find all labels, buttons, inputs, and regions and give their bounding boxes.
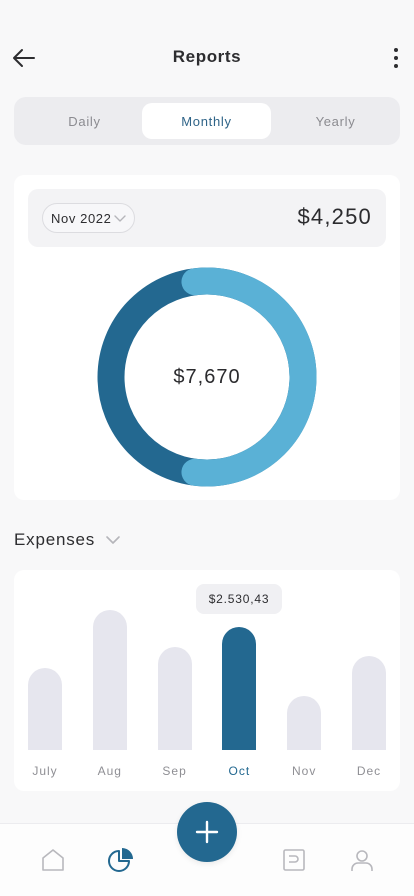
back-button[interactable]: [8, 42, 40, 74]
donut-segment-light: [181, 267, 317, 487]
expenses-title: Expenses: [14, 530, 96, 549]
home-icon: [42, 849, 64, 871]
bar-dec[interactable]: [352, 656, 386, 750]
month-dropdown[interactable]: Nov 2022: [42, 203, 135, 233]
tab-home[interactable]: [37, 844, 69, 876]
chevron-down-icon: [114, 215, 126, 222]
month-dropdown-label: Nov 2022: [51, 210, 112, 226]
more-vertical-icon: [394, 48, 398, 52]
bar-label-oct: Oct: [228, 764, 251, 778]
donut-chart: [97, 267, 317, 487]
tab-reports[interactable]: [105, 844, 137, 876]
profile-icon: [351, 850, 373, 871]
bar-july[interactable]: [28, 668, 62, 750]
arrow-left-icon: [13, 49, 35, 67]
donut-center-value: $7,670: [173, 365, 241, 388]
total-amount: $4,250: [297, 204, 372, 229]
expenses-dropdown[interactable]: Expenses: [14, 530, 121, 550]
bar-label-nov: Nov: [292, 764, 317, 778]
wallet-icon: [283, 849, 305, 871]
add-icon: [195, 820, 219, 844]
bar-oct[interactable]: [222, 627, 257, 750]
tab-daily[interactable]: Daily: [68, 113, 101, 129]
more-dot: [394, 64, 398, 68]
expenses-bar-chart: $2.530,43 July Aug Sep Oct Nov Dec: [14, 570, 400, 791]
app-header: Reports: [0, 0, 414, 116]
bar-sep[interactable]: [157, 647, 192, 750]
add-transaction-button[interactable]: [177, 802, 237, 862]
tab-monthly[interactable]: Monthly: [142, 103, 271, 139]
summary-card: Nov 2022 $4,250 $7,670: [14, 175, 400, 500]
bar-label-aug: Aug: [97, 764, 122, 778]
bar-label-july: July: [32, 764, 58, 778]
reports-pie-icon: [108, 848, 133, 872]
summary-header: Nov 2022 $4,250: [28, 189, 386, 247]
more-dot: [394, 56, 398, 60]
tab-yearly[interactable]: Yearly: [315, 113, 356, 129]
bar-label-sep: Sep: [162, 764, 187, 778]
bar-aug[interactable]: [92, 610, 127, 750]
bar-label-dec: Dec: [356, 764, 382, 778]
more-options-button[interactable]: [384, 42, 408, 74]
chevron-down-icon: [106, 536, 120, 544]
bar-value-tooltip: $2.530,43: [196, 584, 282, 614]
period-segmented-control: Daily Monthly Yearly: [14, 97, 400, 145]
tab-wallet[interactable]: [278, 844, 310, 876]
bar-nov[interactable]: [287, 696, 322, 750]
tab-profile[interactable]: [346, 844, 378, 876]
page-title: Reports: [172, 47, 242, 66]
